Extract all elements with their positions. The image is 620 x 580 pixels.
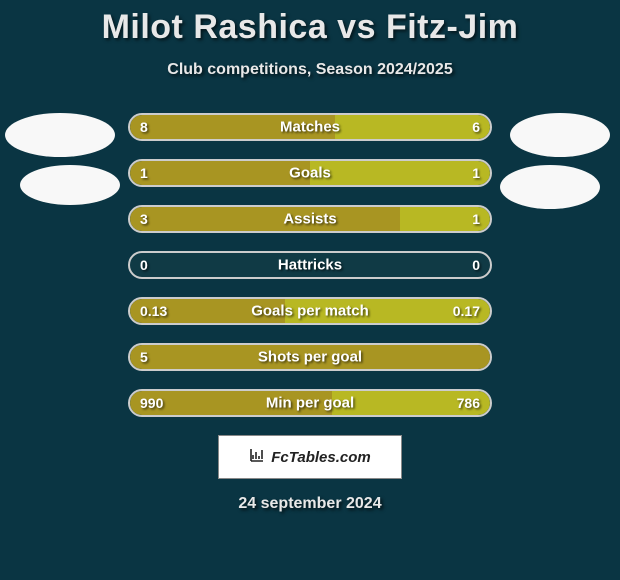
bar-right-value: 6 <box>472 119 480 135</box>
bar-right-value: 1 <box>472 165 480 181</box>
watermark-badge: FcTables.com <box>218 435 402 479</box>
bar-left-value: 5 <box>140 349 148 365</box>
bar-right-value: 0 <box>472 257 480 273</box>
bar-label: Hattricks <box>278 257 342 274</box>
bar-label: Assists <box>283 211 336 228</box>
bar-fill-left <box>130 161 310 185</box>
player-right-avatar-2 <box>500 165 600 209</box>
stat-bar-row: 0 Hattricks 0 <box>128 251 492 279</box>
player-right-avatar-1 <box>510 113 610 157</box>
bar-left-value: 1 <box>140 165 148 181</box>
bar-label: Goals <box>289 165 331 182</box>
bar-fill-left <box>130 207 400 231</box>
bar-right-value: 1 <box>472 211 480 227</box>
stat-bar-row: 3 Assists 1 <box>128 205 492 233</box>
bar-label: Shots per goal <box>258 349 362 366</box>
bar-fill-right <box>335 115 490 139</box>
snapshot-date: 24 september 2024 <box>0 495 620 513</box>
stat-bar-row: 5 Shots per goal <box>128 343 492 371</box>
stat-bar-row: 1 Goals 1 <box>128 159 492 187</box>
bar-left-value: 990 <box>140 395 163 411</box>
player-left-avatar-1 <box>5 113 115 157</box>
watermark-text: FcTables.com <box>271 449 370 466</box>
stat-bar-row: 0.13 Goals per match 0.17 <box>128 297 492 325</box>
player-left-avatar-2 <box>20 165 120 205</box>
chart-icon <box>249 447 265 467</box>
bar-label: Min per goal <box>266 395 354 412</box>
bar-fill-right <box>310 161 490 185</box>
bar-left-value: 0.13 <box>140 303 167 319</box>
bar-label: Matches <box>280 119 340 136</box>
bar-left-value: 3 <box>140 211 148 227</box>
bar-right-value: 0.17 <box>453 303 480 319</box>
stats-bars: 8 Matches 6 1 Goals 1 3 Assists 1 0 Hattricks 0 0.13… <box>128 113 492 417</box>
bar-label: Goals per match <box>251 303 369 320</box>
comparison-title: Milot Rashica vs Fitz-Jim <box>0 0 620 47</box>
stat-bar-row: 8 Matches 6 <box>128 113 492 141</box>
bar-left-value: 8 <box>140 119 148 135</box>
comparison-subtitle: Club competitions, Season 2024/2025 <box>0 61 620 79</box>
stat-bar-row: 990 Min per goal 786 <box>128 389 492 417</box>
bar-left-value: 0 <box>140 257 148 273</box>
bar-right-value: 786 <box>457 395 480 411</box>
